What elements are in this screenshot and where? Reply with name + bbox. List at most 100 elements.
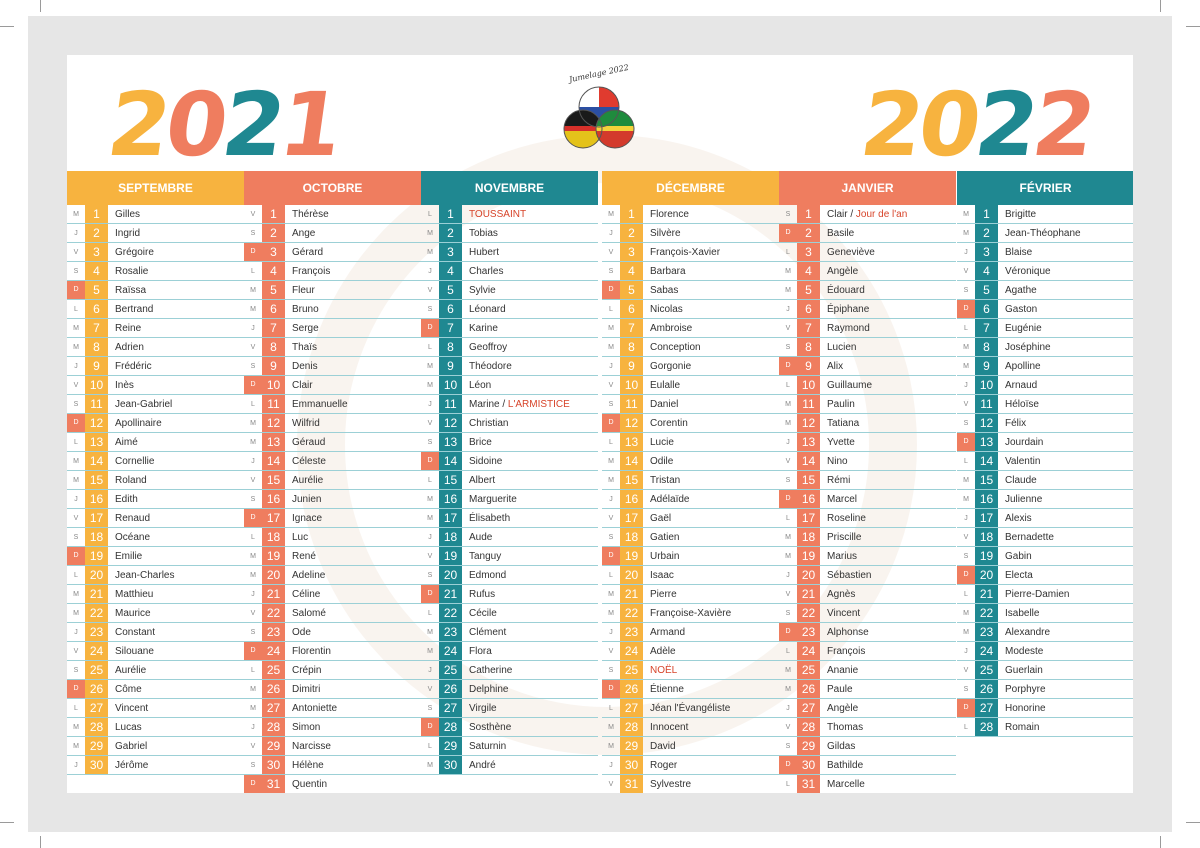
day-row: V 24 Silouane	[67, 642, 244, 661]
day-number: 22	[439, 604, 462, 622]
day-number: 6	[262, 300, 285, 318]
day-row: M 1 Gilles	[67, 205, 244, 224]
saint-name: Géraud	[292, 436, 326, 448]
day-row: J 7 Serge	[244, 319, 421, 338]
weekday-letter: V	[427, 286, 433, 294]
day-number: 26	[620, 680, 643, 698]
weekday-letter: J	[74, 362, 78, 370]
weekday-letter: M	[785, 419, 791, 427]
day-number: 10	[262, 376, 285, 394]
weekday-letter: V	[427, 419, 433, 427]
weekday-letter: L	[786, 514, 790, 522]
saint-name: Yvette	[827, 436, 855, 448]
day-row: M 22 Françoise-Xavière	[602, 604, 779, 623]
day-number: 1	[262, 205, 285, 223]
saint-name: Reine	[115, 322, 142, 334]
weekday-letter: D	[779, 623, 797, 641]
saint-name: Pierre	[650, 588, 677, 600]
saint-name: Charles	[469, 265, 504, 277]
weekday-letter: L	[251, 267, 255, 275]
weekday-letter: D	[67, 547, 85, 565]
saint-name: Vincent	[115, 702, 149, 714]
saint-name: Cornellie	[115, 455, 155, 467]
day-number: 7	[975, 319, 998, 337]
day-row: J 13 Yvette	[779, 433, 956, 452]
day-number: 2	[975, 224, 998, 242]
day-number: 15	[262, 471, 285, 489]
weekday-letter: M	[250, 305, 256, 313]
weekday-letter: V	[963, 666, 969, 674]
day-number: 14	[620, 452, 643, 470]
saint-name: Lucas	[115, 721, 142, 733]
day-number: 22	[797, 604, 820, 622]
day-row: V 17 Gaël	[602, 509, 779, 528]
day-row: D 10 Clair	[244, 376, 421, 395]
day-row: M 24 Flora	[421, 642, 598, 661]
day-number: 29	[797, 737, 820, 755]
saint-name: Edith	[115, 493, 138, 505]
saint-name: Narcisse	[292, 740, 331, 752]
day-row: L 6 Bertrand	[67, 300, 244, 319]
day-row: M 26 Dimitri	[244, 680, 421, 699]
weekday-letter: D	[602, 680, 620, 698]
day-number: 13	[620, 433, 643, 451]
saint-name: Romain	[1005, 721, 1040, 733]
weekday-letter: M	[73, 324, 79, 332]
day-row: M 8 Joséphine	[957, 338, 1133, 357]
weekday-letter: S	[250, 362, 256, 370]
weekday-letter: L	[786, 248, 790, 256]
weekday-letter: L	[609, 305, 613, 313]
weekday-letter: J	[251, 457, 255, 465]
weekday-letter: V	[250, 476, 256, 484]
saint-name: Marcel	[827, 493, 858, 505]
holiday-label: Jour de l'an	[855, 208, 908, 220]
day-row: D 12 Apollinaire	[67, 414, 244, 433]
weekday-letter: M	[963, 229, 969, 237]
day-number: 10	[797, 376, 820, 394]
saint-name: Simon	[292, 721, 321, 733]
weekday-letter: D	[421, 452, 439, 470]
saint-name: Gorgonie	[650, 360, 692, 372]
day-row: J 23 Constant	[67, 623, 244, 642]
day-row: D 23 Alphonse	[779, 623, 956, 642]
saint-name: Geoffroy	[469, 341, 508, 353]
saint-name: Claude	[1005, 474, 1037, 486]
day-row: D 20 Electa	[957, 566, 1133, 585]
day-row: J 2 Ingrid	[67, 224, 244, 243]
day-number: 3	[85, 243, 108, 261]
weekday-letter: V	[427, 552, 433, 560]
weekday-letter: M	[73, 742, 79, 750]
saint-name: Étienne	[650, 683, 684, 695]
day-row: M 15 Roland	[67, 471, 244, 490]
day-number: 30	[797, 756, 820, 774]
day-row: V 12 Christian	[421, 414, 598, 433]
weekday-letter: D	[957, 699, 975, 717]
weekday-letter: D	[602, 414, 620, 432]
saint-name: Apolline	[1005, 360, 1041, 372]
day-row: L 7 Eugénie	[957, 319, 1133, 338]
saint-name: Inès	[115, 379, 134, 391]
saint-name: Agnès	[827, 588, 856, 600]
day-row: J 27 Angèle	[779, 699, 956, 718]
weekday-letter: M	[427, 514, 433, 522]
day-row: L 31 Marcelle	[779, 775, 956, 793]
saint-name: Alexandre	[1005, 626, 1051, 638]
day-number: 20	[975, 566, 998, 584]
saint-name: Gabriel	[115, 740, 148, 752]
day-number: 8	[262, 338, 285, 356]
saint-name: François	[827, 645, 866, 657]
saint-name: François	[292, 265, 331, 277]
day-row: L 4 François	[244, 262, 421, 281]
saint-name: Eulalle	[650, 379, 681, 391]
saint-name: Côme	[115, 683, 142, 695]
saint-name: Félix	[1005, 417, 1027, 429]
day-row: V 25 Guerlain	[957, 661, 1133, 680]
day-row: D 16 Marcel	[779, 490, 956, 509]
weekday-letter: S	[608, 267, 614, 275]
saint-name: Urbain	[650, 550, 680, 562]
day-row: M 2 Tobias	[421, 224, 598, 243]
weekday-letter: M	[785, 533, 791, 541]
day-number: 28	[262, 718, 285, 736]
weekday-letter: L	[74, 305, 78, 313]
day-row: V 24 Adèle	[602, 642, 779, 661]
